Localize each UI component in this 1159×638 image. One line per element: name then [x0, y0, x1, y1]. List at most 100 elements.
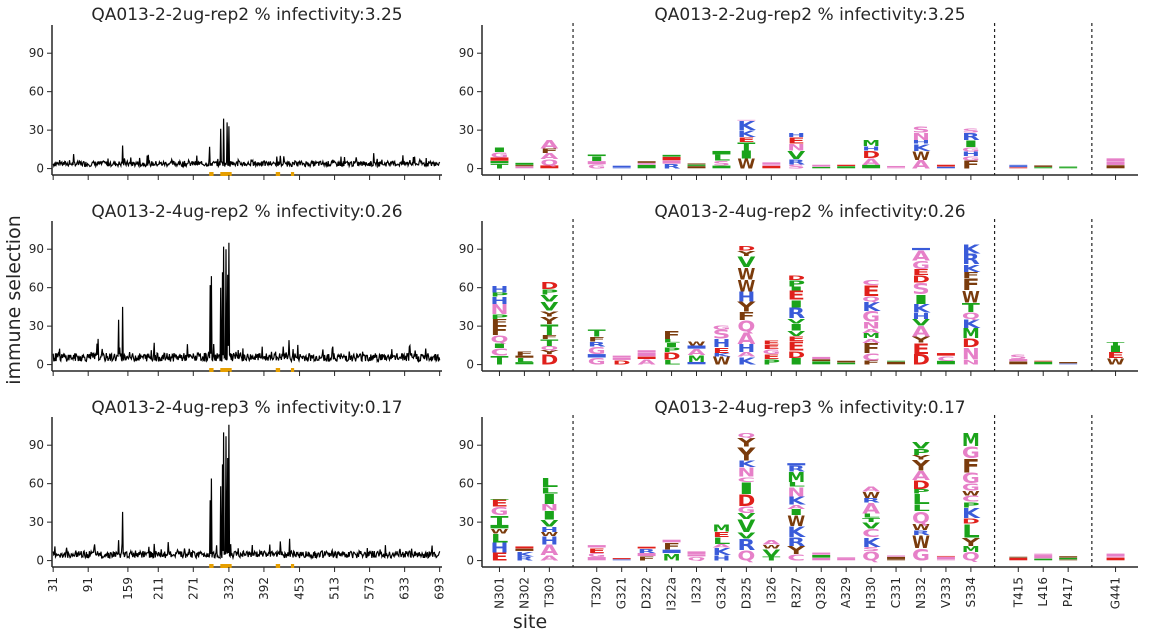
logo-row-3-logo-letter: [787, 463, 806, 466]
y-axis-label: immune selection: [3, 215, 25, 385]
logo-row-2-logo-letter: A: [912, 248, 930, 263]
logo-row-1-logo-letter: A: [912, 158, 931, 171]
logo-row-3-x-tick-label: D322: [640, 577, 654, 609]
logo-row-1-logo-letter: [612, 165, 631, 168]
logo-row-1-logo-letter: S: [962, 128, 980, 135]
logo-row-3-x-tick-label: T320: [590, 577, 604, 608]
logo-row-2-logo-letter: H: [712, 337, 730, 350]
logo-row-3-logo-letter: T: [762, 556, 780, 562]
logo-row-2-logo-letter: T: [490, 354, 509, 367]
logo-row-1-logo-letter: I: [588, 156, 606, 163]
logo-row-3-logo-letter: [936, 556, 955, 560]
logo-row-1-logo-letter: [490, 157, 509, 161]
logo-row-3-logo-letter: W: [912, 523, 930, 533]
logo-row-1-logo-letter: [936, 164, 955, 167]
logo-row-2-logo-letter: T: [540, 338, 559, 348]
logo-row-3-logo-letter: G: [962, 482, 980, 493]
line-row-3-x-tick-label: 633: [398, 577, 412, 600]
logo-row-2-logo-letter: I: [1107, 344, 1125, 354]
logo-row-3-y-tick-label: 90: [459, 438, 474, 452]
logo-row-3-logo-letter: L: [540, 486, 558, 496]
line-row-3-series-line: [52, 424, 441, 561]
logo-row-3-logo-letter: V: [912, 440, 930, 450]
logo-row-2-logo-letter: [887, 361, 906, 365]
logo-row-1-logo-letter: N: [912, 131, 930, 143]
logo-row-3-logo-letter: R: [862, 497, 881, 504]
logo-row-1-logo-letter: H: [912, 140, 930, 145]
logo-row-3-logo-letter: P: [962, 501, 980, 510]
logo-row-2-logo-letter: [1034, 361, 1053, 365]
logo-row-1-logo-letter: K: [737, 119, 757, 133]
logo-row-2-logo-letter: E: [762, 353, 780, 360]
logo-row-3-logo-letter: I: [540, 509, 558, 522]
logo-row-3-x-tick-label: V333: [939, 577, 953, 608]
logo-row-3-logo-letter: L: [912, 503, 930, 513]
logo-row-3-logo-letter: T: [490, 513, 509, 528]
logo-row-2-logo-letter: K: [712, 353, 731, 358]
logo-row-3-logo-letter: [837, 557, 856, 558]
logo-row-2-logo-letter: V: [737, 255, 756, 272]
logo-row-3-logo-letter: R: [787, 465, 805, 474]
logo-row-1-logo-letter: [637, 163, 656, 165]
logo-row-2-logo-letter: T: [962, 301, 981, 315]
logo-row-1-logo-letter: [612, 167, 631, 169]
logo-row-2-logo-letter: [812, 359, 831, 362]
logo-row-3-logo-letter: N: [540, 503, 558, 513]
logo-row-2-logo-letter: [812, 361, 831, 365]
logo-row-2-logo-letter: L: [515, 358, 533, 364]
logo-row-3-logo-letter: Q: [737, 549, 755, 565]
logo-row-3-logo-letter: [637, 546, 656, 549]
logo-row-3-logo-letter: W: [540, 531, 558, 537]
logo-row-3-logo-letter: D: [912, 478, 930, 491]
logo-row-2-logo-letter: V: [787, 317, 806, 325]
logo-row-1-logo-letter: R: [787, 158, 806, 167]
logo-row-2-y-tick-label: 0: [466, 358, 474, 372]
x-axis-label: site: [513, 611, 547, 633]
logo-row-1-logo-letter: I: [737, 149, 755, 161]
logo-row-2-logo-letter: A: [737, 330, 755, 349]
logo-row-3-logo-letter: Q: [862, 550, 880, 564]
logo-row-3-logo-letter: D: [962, 517, 980, 525]
logo-row-1-logo-letter: K: [912, 143, 931, 154]
logo-row-1-logo-letter: [812, 166, 831, 169]
logo-row-2-logo-letter: K: [862, 300, 881, 314]
logo-row-2-logo-letter: D: [912, 352, 930, 368]
logo-row-3-logo-letter: [490, 499, 509, 500]
logo-row-2-logo-letter: [515, 355, 534, 358]
logo-row-2-title: QA013-2-4ug-rep2 % infectivity:0.26: [654, 202, 965, 222]
logo-row-3-logo-letter: W: [962, 490, 980, 497]
logo-row-1-logo-letter: H: [862, 146, 880, 152]
logo-row-3-logo-letter: H: [490, 540, 508, 555]
logo-row-3-logo-letter: C: [862, 527, 880, 540]
logo-row-3-logo-letter: D: [737, 492, 755, 510]
logo-row-1-logo-letter: [1009, 166, 1028, 168]
logo-row-2-logo-letter: [887, 360, 906, 362]
logo-row-2-logo-letter: N: [490, 302, 508, 317]
logo-row-3-x-tick-label: H330: [864, 577, 878, 609]
logo-row-2-logo-letter: W: [712, 355, 730, 367]
logo-row-3-logo-letter: G: [490, 505, 508, 518]
logo-row-2-logo-letter: P: [787, 279, 805, 289]
logo-row-3-x-tick-label: R327: [789, 577, 803, 608]
logo-row-2-logo-letter: [515, 362, 534, 365]
logo-row-2-logo-letter: K: [962, 242, 982, 256]
logo-row-2-logo-letter: A: [638, 358, 657, 366]
logo-row-2-logo-letter: [637, 350, 656, 353]
logo-row-3-logo-letter: [515, 546, 534, 549]
logo-row-3-logo-letter: [1009, 556, 1028, 558]
logo-row-2-logo-letter: F: [862, 360, 880, 366]
logo-row-2-logo-letter: M: [962, 326, 980, 342]
logo-row-3-y-tick-label: 0: [466, 554, 474, 568]
logo-row-1-logo-letter: V: [787, 149, 806, 162]
logo-row-2-logo-letter: F: [588, 335, 606, 343]
logo-row-2-logo-letter: [837, 360, 856, 363]
line-row-2-highlight-mark: [276, 368, 281, 372]
logo-row-1-logo-letter: H: [962, 151, 980, 158]
line-row-2-highlight-mark: [290, 368, 295, 372]
line-row-3-x-tick-label: 332: [222, 577, 236, 600]
logo-row-2-logo-letter: I: [787, 286, 805, 292]
logo-row-1-logo-letter: [1059, 167, 1078, 169]
logo-row-2-logo-letter: L: [663, 359, 682, 366]
logo-row-1-logo-letter: [687, 163, 706, 165]
line-row-1-y-tick-label: 60: [29, 85, 44, 99]
